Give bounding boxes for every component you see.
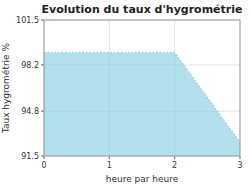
tick-label-x: 2 xyxy=(172,161,177,170)
title: Evolution du taux d'hygrométrie xyxy=(42,3,243,16)
tick-label-y: 91.5 xyxy=(21,152,39,161)
tick-label-x: 1 xyxy=(107,161,112,170)
plot-background xyxy=(44,20,240,156)
tick-label-x: 3 xyxy=(237,161,242,170)
area xyxy=(44,53,240,156)
x-axis-label: heure par heure xyxy=(106,174,179,184)
tick-label-x: 0 xyxy=(41,161,46,170)
grid xyxy=(44,20,240,156)
line xyxy=(44,53,240,143)
data-layer xyxy=(44,53,240,156)
axes: 91.5 94.8 98.2 101.5 0 1 2 3 xyxy=(16,16,242,170)
plot-frame xyxy=(44,20,240,156)
tick-label-y: 101.5 xyxy=(16,16,39,25)
chart-svg: 91.5 94.8 98.2 101.5 0 1 2 3 Evolution du taux d… xyxy=(0,0,250,188)
chart-container: 91.5 94.8 98.2 101.5 0 1 2 3 Evolution du taux d… xyxy=(0,0,250,188)
tick-label-y: 94.8 xyxy=(21,107,39,116)
tick-label-y: 98.2 xyxy=(21,61,39,70)
y-axis-label: Taux hygrométrie % xyxy=(1,42,11,134)
